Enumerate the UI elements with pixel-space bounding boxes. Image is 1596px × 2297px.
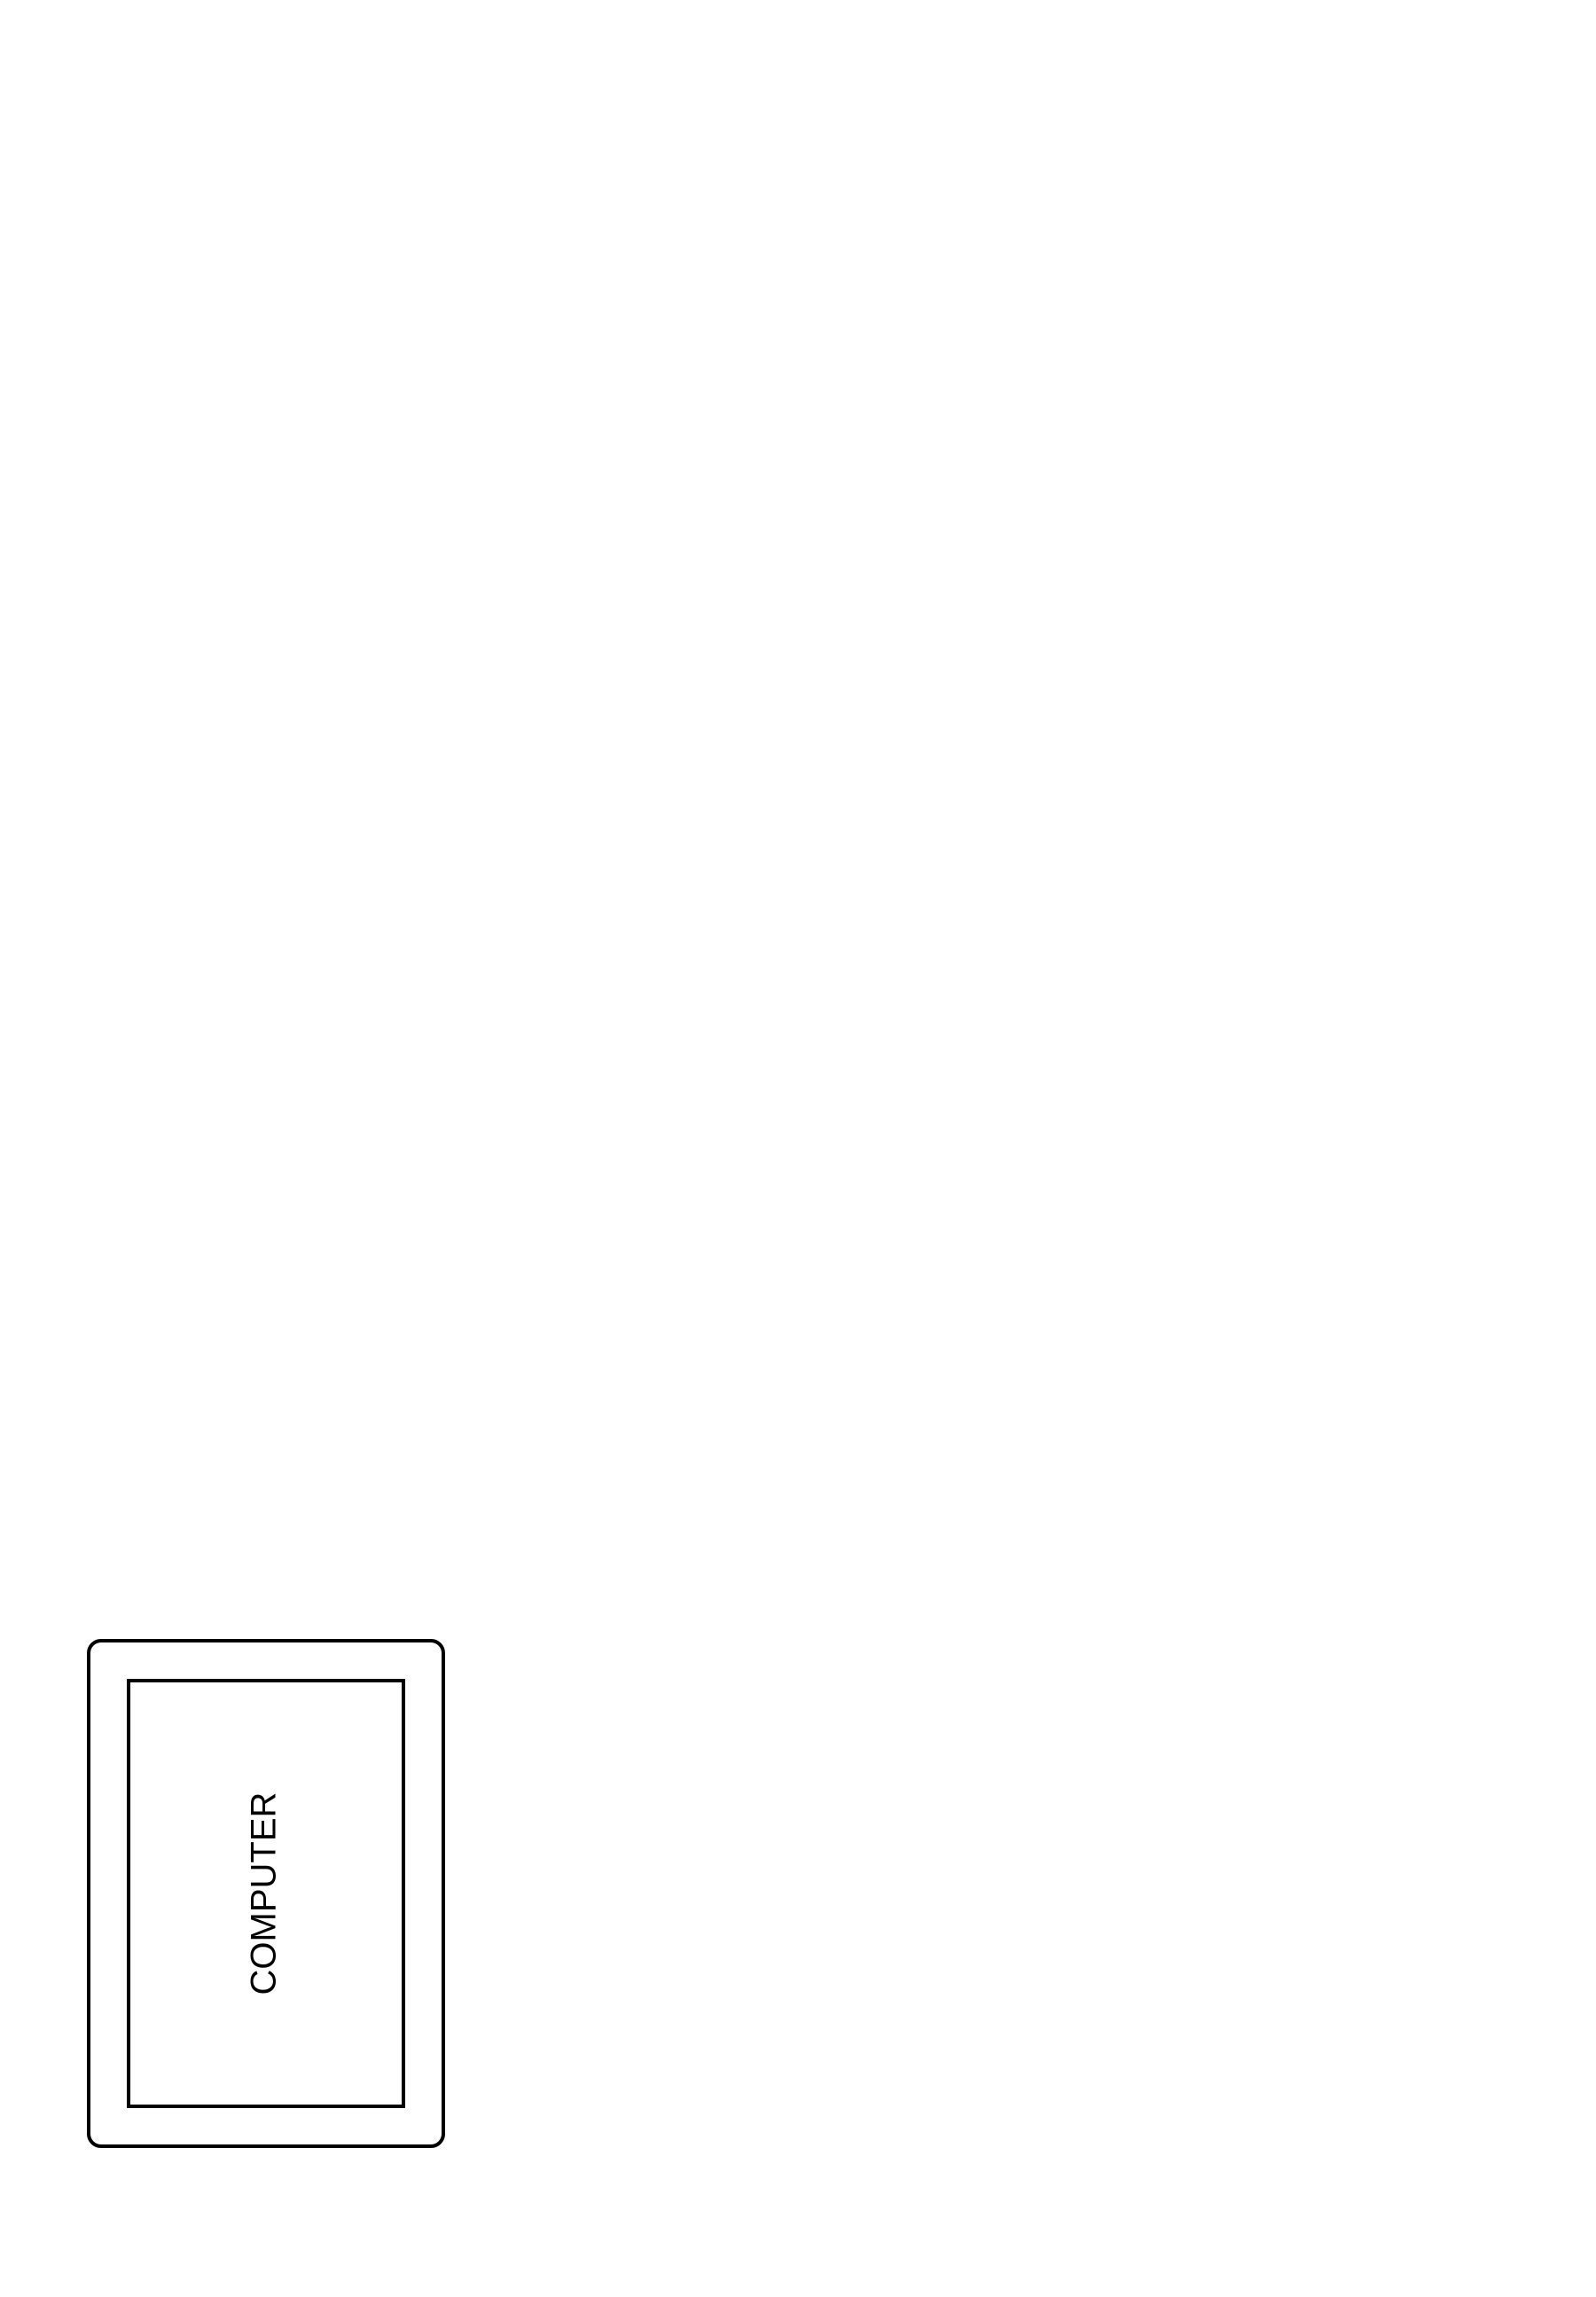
computer-label: COMPUTER [245, 1792, 284, 1995]
computer-block: COMPUTER [89, 1641, 443, 2146]
